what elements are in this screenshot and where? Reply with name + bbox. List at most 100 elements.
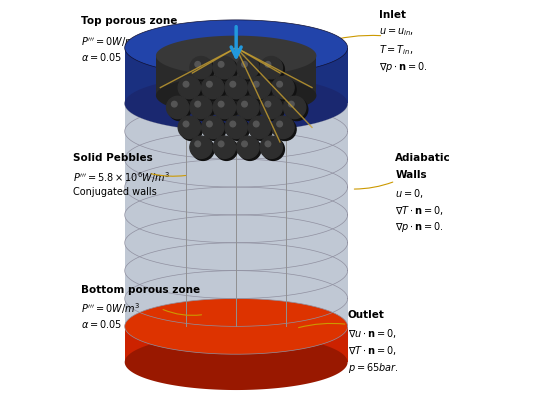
Text: Walls: Walls: [396, 170, 427, 180]
Polygon shape: [156, 56, 316, 96]
Polygon shape: [125, 103, 348, 326]
Circle shape: [190, 96, 212, 119]
Circle shape: [225, 76, 247, 99]
Circle shape: [215, 138, 237, 160]
Circle shape: [207, 82, 212, 87]
Text: $\nabla T \cdot \mathbf{n} = 0,$: $\nabla T \cdot \mathbf{n} = 0,$: [396, 204, 444, 217]
Circle shape: [262, 98, 285, 121]
Text: $p = 65bar.$: $p = 65bar.$: [348, 361, 398, 375]
Circle shape: [218, 141, 224, 147]
Polygon shape: [125, 334, 348, 390]
Text: Solid Pebbles: Solid Pebbles: [73, 153, 153, 163]
Circle shape: [190, 57, 212, 79]
Circle shape: [204, 118, 226, 140]
Circle shape: [202, 116, 224, 139]
Text: $P''' = 0W/m^3$: $P''' = 0W/m^3$: [81, 302, 140, 316]
Circle shape: [227, 78, 249, 101]
Circle shape: [288, 101, 294, 107]
Circle shape: [242, 62, 247, 67]
Circle shape: [225, 116, 247, 139]
Text: Adiabatic: Adiabatic: [396, 153, 451, 163]
Text: $\nabla p \cdot \mathbf{n} = 0.$: $\nabla p \cdot \mathbf{n} = 0.$: [396, 220, 444, 234]
Text: $P''' = 0W/m^3$: $P''' = 0W/m^3$: [81, 34, 140, 49]
Circle shape: [239, 98, 261, 121]
Polygon shape: [156, 36, 316, 76]
Text: $u = u_{in},$: $u = u_{in},$: [379, 27, 414, 39]
Circle shape: [254, 82, 259, 87]
Circle shape: [195, 141, 200, 147]
Text: $\alpha = 0.05$: $\alpha = 0.05$: [81, 318, 122, 330]
Text: $P''' = 5.8 \times 10^6 W/m^3$: $P''' = 5.8 \times 10^6 W/m^3$: [73, 170, 170, 185]
Circle shape: [248, 116, 271, 139]
Text: $u = 0,$: $u = 0,$: [396, 187, 424, 200]
Circle shape: [272, 116, 294, 139]
Text: $\alpha = 0.05$: $\alpha = 0.05$: [81, 51, 122, 63]
Circle shape: [192, 98, 214, 121]
Circle shape: [218, 62, 224, 67]
Polygon shape: [125, 76, 348, 131]
Circle shape: [213, 57, 236, 79]
Circle shape: [195, 62, 200, 67]
Circle shape: [202, 76, 224, 99]
Circle shape: [250, 78, 273, 101]
Text: Inlet: Inlet: [379, 10, 406, 20]
Text: Outlet: Outlet: [348, 310, 384, 320]
Circle shape: [277, 121, 282, 127]
Circle shape: [242, 101, 247, 107]
Text: Conjugated walls: Conjugated walls: [73, 187, 157, 197]
Circle shape: [265, 101, 271, 107]
Circle shape: [262, 138, 285, 160]
Circle shape: [239, 138, 261, 160]
Circle shape: [215, 98, 237, 121]
Polygon shape: [156, 76, 316, 115]
Circle shape: [190, 136, 212, 158]
Polygon shape: [125, 298, 348, 354]
Circle shape: [215, 59, 237, 81]
Text: $\nabla u \cdot \mathbf{n} = 0,$: $\nabla u \cdot \mathbf{n} = 0,$: [348, 327, 397, 340]
Circle shape: [250, 118, 273, 140]
Text: $\nabla T \cdot \mathbf{n} = 0,$: $\nabla T \cdot \mathbf{n} = 0,$: [348, 344, 396, 357]
Polygon shape: [125, 20, 348, 76]
Text: Bottom porous zone: Bottom porous zone: [81, 285, 200, 295]
Circle shape: [218, 101, 224, 107]
Circle shape: [178, 76, 200, 99]
Circle shape: [207, 121, 212, 127]
Circle shape: [239, 59, 261, 81]
Circle shape: [183, 121, 189, 127]
Circle shape: [248, 76, 271, 99]
Circle shape: [265, 62, 271, 67]
Circle shape: [213, 136, 236, 158]
Text: $\nabla p \cdot \mathbf{n} = 0.$: $\nabla p \cdot \mathbf{n} = 0.$: [379, 60, 428, 74]
Circle shape: [277, 82, 282, 87]
Text: $T = T_{in},$: $T = T_{in},$: [379, 43, 414, 57]
Circle shape: [284, 96, 306, 119]
Circle shape: [237, 57, 259, 79]
Polygon shape: [125, 326, 348, 362]
Circle shape: [242, 141, 247, 147]
Circle shape: [260, 57, 282, 79]
Polygon shape: [125, 48, 348, 103]
Circle shape: [180, 118, 203, 140]
Circle shape: [262, 59, 285, 81]
Circle shape: [178, 116, 200, 139]
Circle shape: [230, 121, 236, 127]
Circle shape: [195, 101, 200, 107]
Circle shape: [167, 96, 189, 119]
Circle shape: [172, 101, 177, 107]
Circle shape: [227, 118, 249, 140]
Circle shape: [237, 96, 259, 119]
Circle shape: [237, 136, 259, 158]
Circle shape: [274, 78, 296, 101]
Circle shape: [192, 138, 214, 160]
Circle shape: [260, 136, 282, 158]
Circle shape: [192, 59, 214, 81]
Circle shape: [168, 98, 191, 121]
Text: Top porous zone: Top porous zone: [81, 16, 177, 26]
Circle shape: [230, 82, 236, 87]
Polygon shape: [125, 76, 348, 131]
Circle shape: [272, 76, 294, 99]
Circle shape: [204, 78, 226, 101]
Circle shape: [274, 118, 296, 140]
Circle shape: [254, 121, 259, 127]
Circle shape: [260, 96, 282, 119]
